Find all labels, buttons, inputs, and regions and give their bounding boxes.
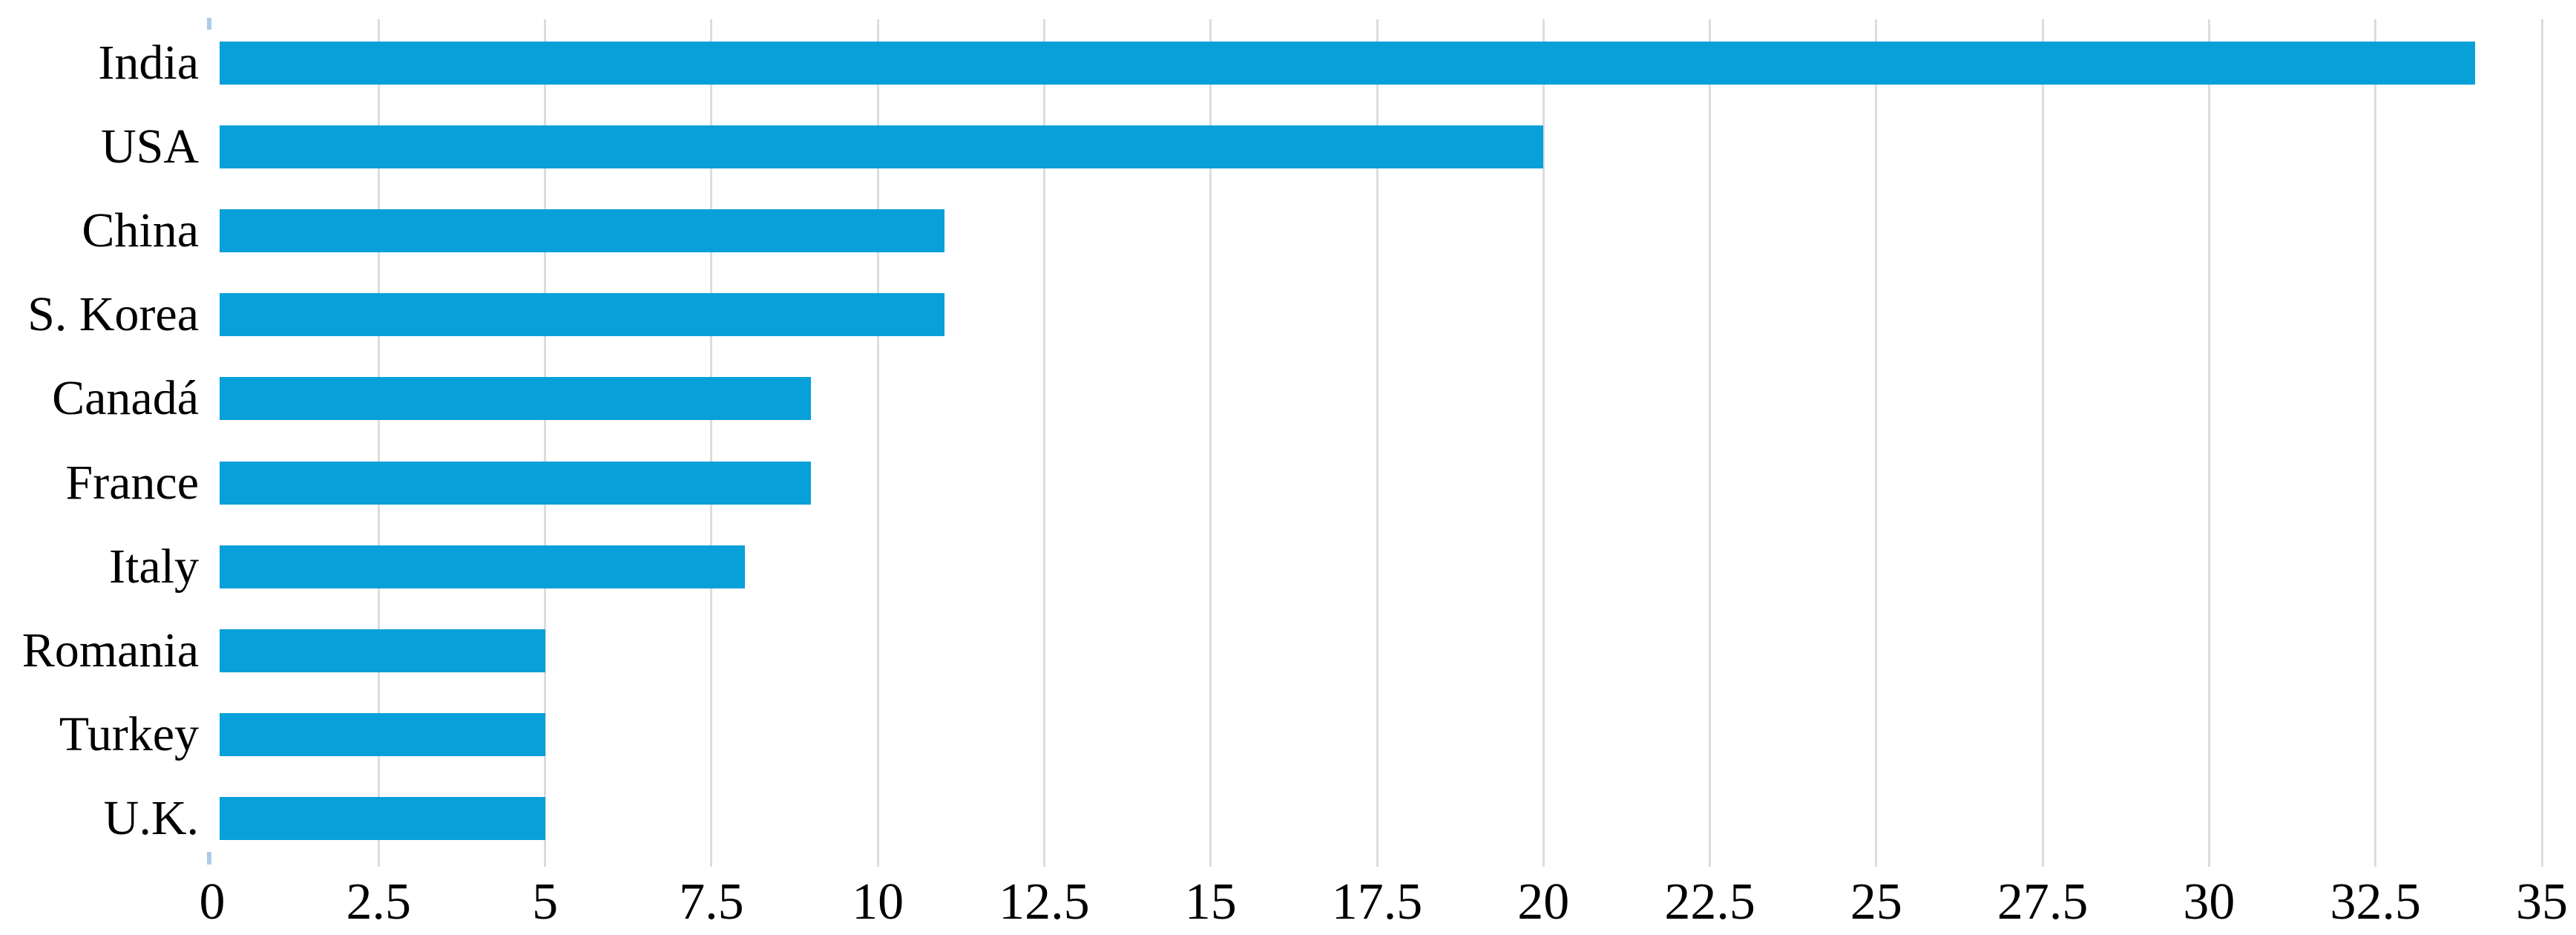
category-label-romania: Romania	[22, 623, 199, 678]
category-label-france: France	[65, 455, 199, 510]
bar-romania	[220, 629, 545, 672]
x-tick-label-17-5: 17.5	[1331, 873, 1423, 931]
x-tick-label-0: 0	[199, 873, 226, 931]
x-tick-label-20: 20	[1517, 873, 1570, 931]
category-label-turkey: Turkey	[59, 707, 199, 762]
gridline-x-22-5	[1709, 19, 1712, 867]
gridline-x-20	[1542, 19, 1545, 867]
x-tick-label-5: 5	[532, 873, 559, 931]
x-tick-label-35: 35	[2516, 873, 2568, 931]
category-label-usa: USA	[100, 119, 199, 174]
bar-canada	[220, 377, 812, 421]
x-tick-label-10: 10	[852, 873, 904, 931]
bar-s-korea	[220, 293, 944, 337]
bar-china	[220, 209, 944, 252]
gridline-x-27-5	[2041, 19, 2044, 867]
x-tick-label-7-5: 7.5	[679, 873, 744, 931]
bar-u-k	[220, 797, 545, 841]
category-label-india: India	[98, 35, 199, 90]
category-label-italy: Italy	[109, 539, 199, 594]
bar-usa	[220, 125, 1544, 168]
gridline-x-32-5	[2374, 19, 2377, 867]
gridline-x-2-5	[377, 19, 380, 867]
zero-tick-bottom	[207, 852, 211, 865]
bar-italy	[220, 545, 745, 588]
bar-india	[220, 41, 2476, 85]
gridline-x-30	[2207, 19, 2210, 867]
gridline-x-17-5	[1376, 19, 1379, 867]
x-tick-label-2-5: 2.5	[346, 873, 412, 931]
gridline-x-35	[2540, 19, 2543, 867]
x-tick-label-27-5: 27.5	[1997, 873, 2089, 931]
x-tick-label-32-5: 32.5	[2330, 873, 2421, 931]
bar-turkey	[220, 713, 545, 757]
category-label-canada: Canadá	[52, 371, 199, 426]
category-label-china: China	[82, 203, 199, 257]
x-tick-label-22-5: 22.5	[1664, 873, 1755, 931]
gridline-x-10	[876, 19, 879, 867]
gridline-x-15	[1209, 19, 1212, 867]
zero-tick-top	[207, 18, 211, 30]
bar-france	[220, 461, 812, 505]
x-tick-label-30: 30	[2183, 873, 2235, 931]
gridline-x-12-5	[1042, 19, 1045, 867]
category-label-s-korea: S. Korea	[27, 287, 199, 342]
gridline-x-25	[1875, 19, 1878, 867]
gridline-x-7-5	[710, 19, 713, 867]
x-tick-label-25: 25	[1850, 873, 1902, 931]
x-tick-label-12-5: 12.5	[999, 873, 1090, 931]
category-label-u-k: U.K.	[103, 791, 199, 846]
gridline-x-5	[544, 19, 547, 867]
x-tick-label-15: 15	[1184, 873, 1237, 931]
